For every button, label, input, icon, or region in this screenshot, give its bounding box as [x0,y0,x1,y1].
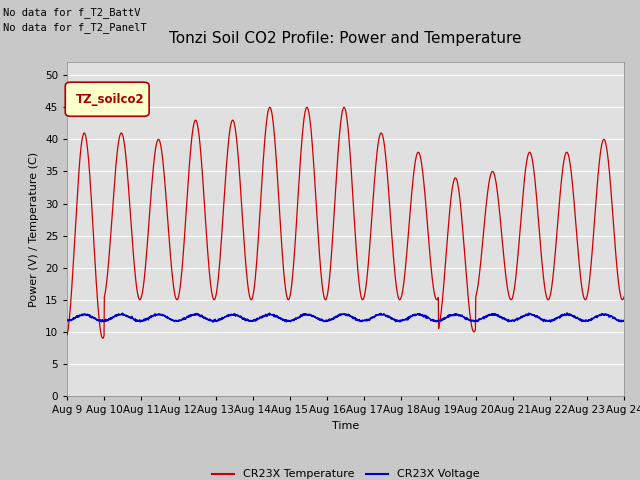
Legend: CR23X Temperature, CR23X Voltage: CR23X Temperature, CR23X Voltage [207,465,484,480]
Text: TZ_soilco2: TZ_soilco2 [76,93,144,106]
X-axis label: Time: Time [332,420,359,431]
Y-axis label: Power (V) / Temperature (C): Power (V) / Temperature (C) [29,152,40,307]
Text: No data for f_T2_BattV: No data for f_T2_BattV [3,7,141,18]
Text: No data for f_T2_PanelT: No data for f_T2_PanelT [3,22,147,33]
Text: Tonzi Soil CO2 Profile: Power and Temperature: Tonzi Soil CO2 Profile: Power and Temper… [170,31,522,46]
